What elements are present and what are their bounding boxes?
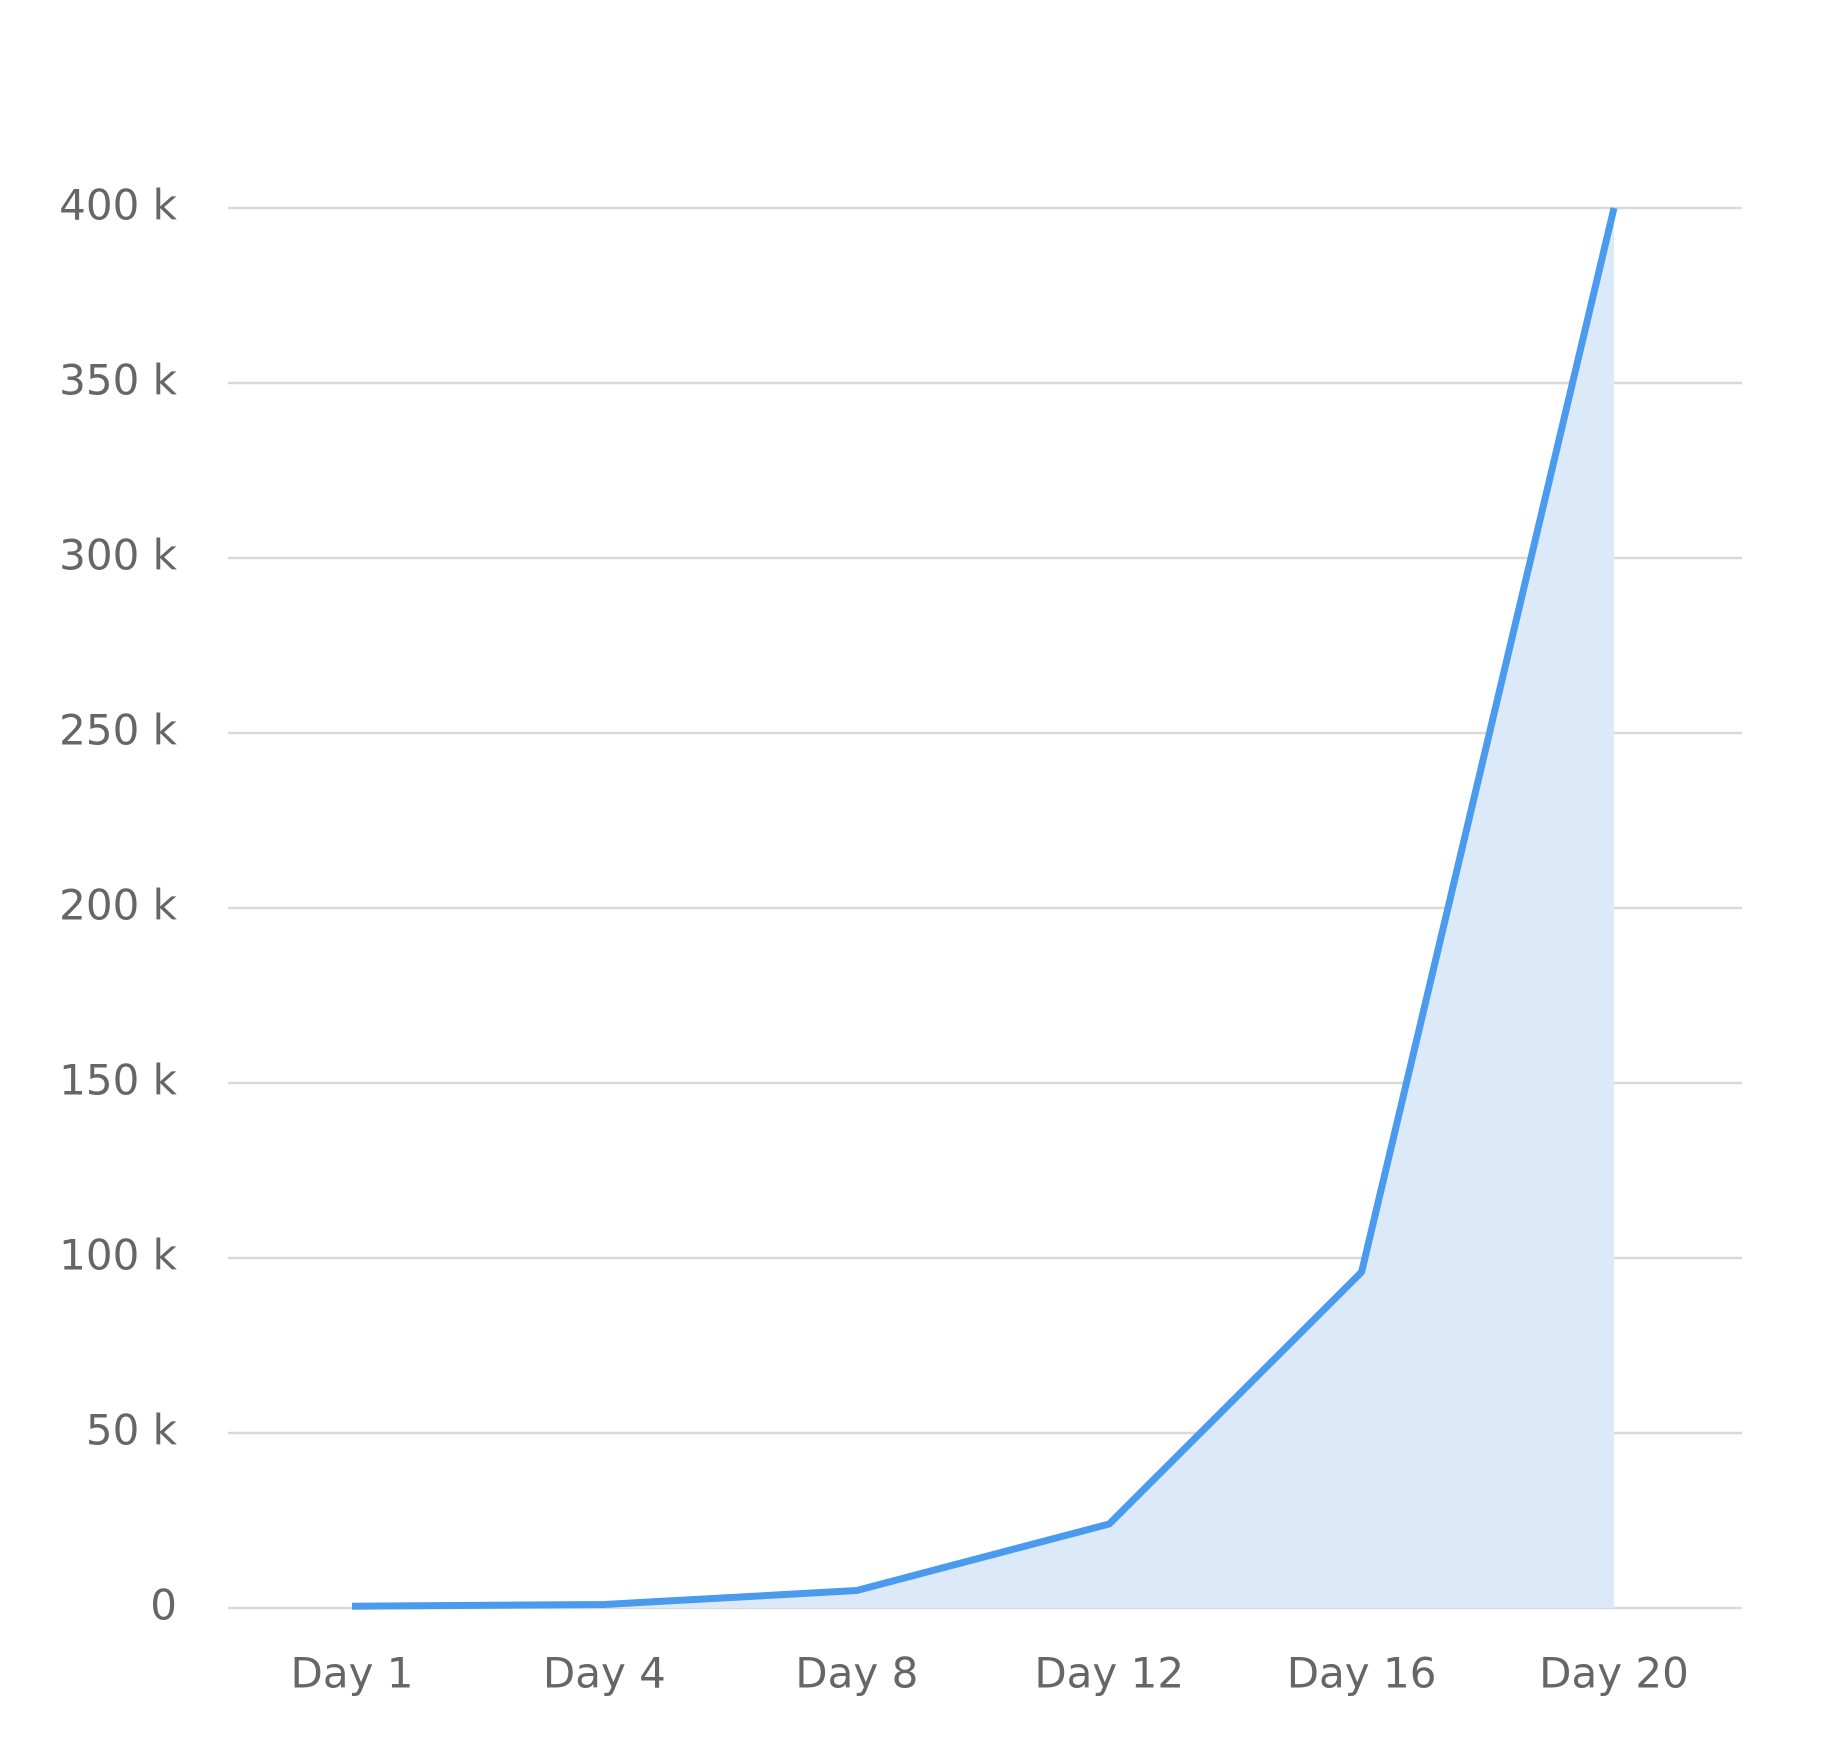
y-tick-label: 100 k bbox=[59, 1231, 178, 1280]
x-tick-label: Day 16 bbox=[1287, 1649, 1437, 1698]
y-tick-label: 200 k bbox=[59, 881, 178, 930]
y-tick-label: 350 k bbox=[59, 356, 178, 405]
y-tick-label: 50 k bbox=[86, 1406, 178, 1455]
line bbox=[351, 207, 1618, 1610]
y-tick-label: 250 k bbox=[59, 706, 178, 755]
x-tick-label: Day 20 bbox=[1539, 1649, 1689, 1698]
x-tick-label: Day 1 bbox=[290, 1649, 413, 1698]
x-tick-label: Day 4 bbox=[543, 1649, 666, 1698]
y-tick-label: 150 k bbox=[59, 1056, 178, 1105]
x-tick-label: Day 8 bbox=[795, 1649, 918, 1698]
area-fill bbox=[352, 208, 1614, 1608]
x-tick-label: Day 12 bbox=[1034, 1649, 1184, 1698]
y-tick-label: 300 k bbox=[59, 531, 178, 580]
y-tick-label: 400 k bbox=[59, 181, 178, 230]
y-tick-label: 0 bbox=[150, 1581, 177, 1630]
